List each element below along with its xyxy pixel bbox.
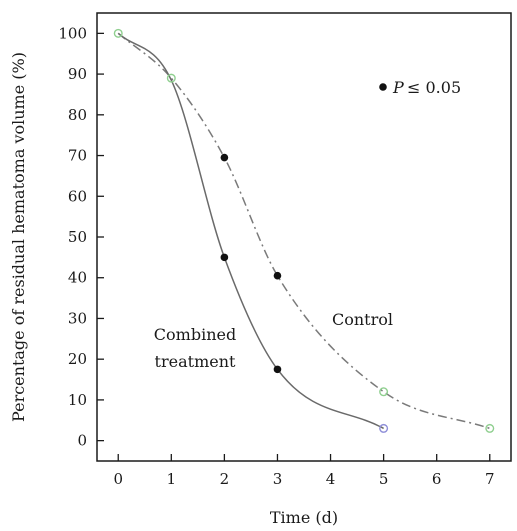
y-tick-label: 40 [68,269,87,287]
x-tick-label: 5 [379,470,389,488]
y-axis: 0 10 20 30 40 50 60 70 80 90 100 [58,24,104,450]
y-tick-label: 100 [58,24,87,42]
control-data-point [485,423,495,433]
combined-treatment-data-point [379,423,389,433]
y-tick-label: 10 [68,391,87,409]
y-axis-title: Percentage of residual hematoma volume (… [9,52,28,422]
y-tick-label: 20 [68,350,87,368]
significance-legend: P ≤ 0.05 [379,78,461,97]
y-tick-label: 80 [68,106,87,124]
control-data-point [113,28,123,38]
y-tick-label: 30 [68,309,87,327]
x-tick-label: 1 [167,470,177,488]
x-axis: 0 1 2 3 4 5 6 7 [113,454,495,488]
marker-layer [113,28,495,433]
legend-significant-marker [379,83,387,91]
y-tick-label: 70 [68,147,87,165]
combined-treatment-significant-point [220,253,229,262]
control-data-point [166,73,176,83]
x-axis-title: Time (d) [270,508,338,527]
x-tick-label: 6 [432,470,442,488]
y-tick-label: 0 [77,432,87,450]
y-tick-label: 50 [68,228,87,246]
y-tick-label: 60 [68,187,87,205]
legend-marker-value: ≤ 0.05 [407,78,461,97]
x-tick-label: 3 [273,470,283,488]
x-tick-label: 4 [326,470,336,488]
y-tick-label: 90 [68,65,87,83]
x-tick-label: 2 [220,470,230,488]
control-significant-point [273,271,282,280]
combined-treatment-significant-point [273,365,282,374]
control-significant-point [220,153,229,162]
x-tick-label: 0 [113,470,123,488]
combined-series-label-line1: Combined [154,325,236,344]
legend-marker-label: P [392,78,404,97]
x-tick-label: 7 [485,470,495,488]
control-data-point [379,387,389,397]
combined-series-label-line2: treatment [155,352,236,371]
control-series-label: Control [332,310,393,329]
